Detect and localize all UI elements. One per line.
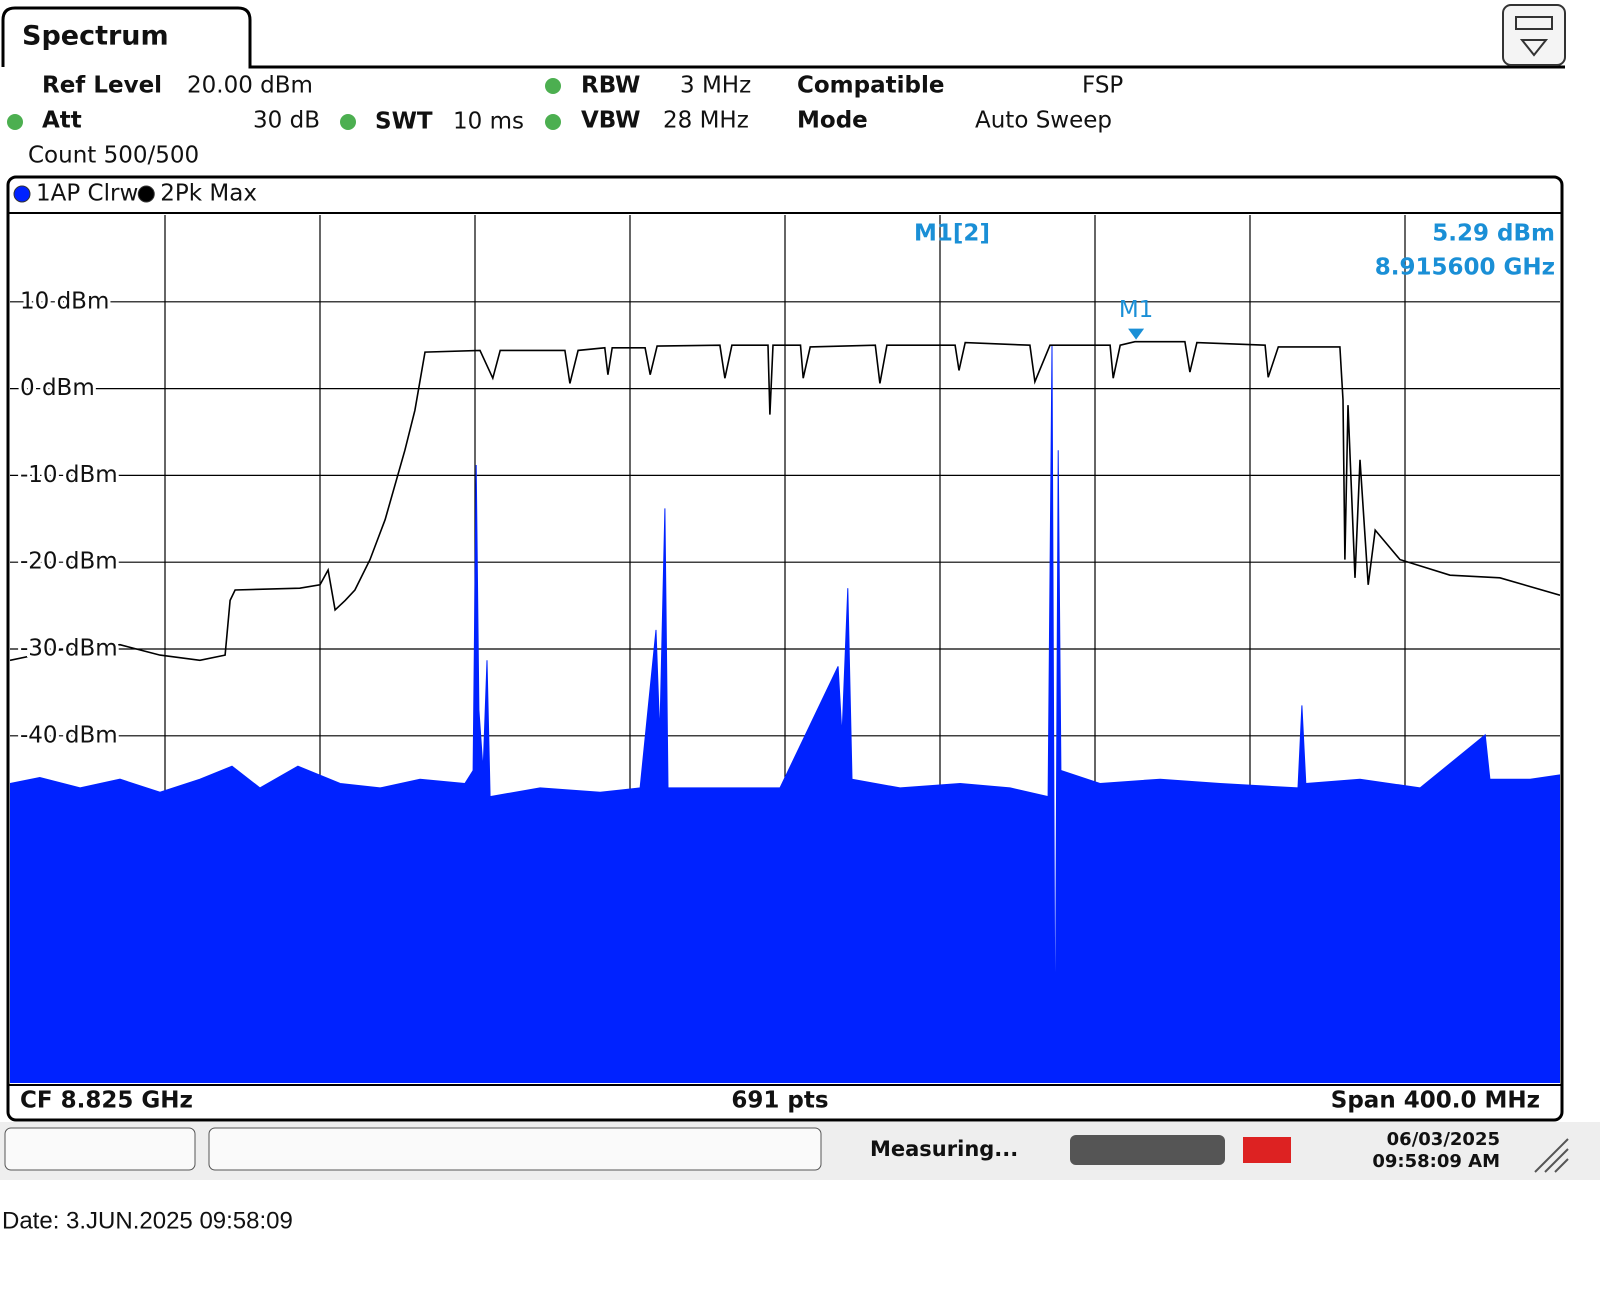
- status-dot: [545, 78, 561, 94]
- softkey[interactable]: [4, 1127, 196, 1171]
- legend-label: 2Pk Max: [160, 181, 257, 207]
- tab-outline: [1, 6, 1565, 69]
- menu-icon: [1515, 16, 1553, 30]
- y-tick-label: -10 dBm: [20, 462, 118, 488]
- setting-value: FSP: [1082, 73, 1123, 99]
- legend-swatch: [13, 185, 31, 203]
- marker-frequency: 8.915600 GHz: [1375, 255, 1555, 281]
- status-date: 06/03/2025: [1387, 1129, 1500, 1150]
- labels: 10 dBm 0 dBm -10 dBm -20 dBm -30 dBm -40 dBm 1…: [13, 181, 1555, 751]
- marker-value: 5.29 dBm: [1432, 221, 1555, 247]
- y-tick-label: 0 dBm: [20, 375, 95, 401]
- footer-date: Date: 3.JUN.2025 09:58:09: [2, 1207, 293, 1234]
- setting-label: VBW: [581, 108, 640, 134]
- marker: [1128, 328, 1145, 340]
- traces: [10, 340, 1560, 1083]
- setting-value: 20.00 dBm: [187, 73, 313, 99]
- setting-value: 10 ms: [453, 109, 524, 135]
- legend-label: 1AP Clrw: [36, 181, 138, 207]
- y-tick-label: 10 dBm: [20, 288, 109, 314]
- progress-bar: [1070, 1135, 1225, 1165]
- resize-grip: [1534, 1138, 1569, 1173]
- tab-title[interactable]: Spectrum: [22, 21, 169, 52]
- y-tick-label: -20 dBm: [20, 549, 118, 575]
- setting-value: Count 500/500: [28, 143, 199, 169]
- span: Span 400.0 MHz: [1331, 1088, 1540, 1114]
- trace-line: [10, 340, 1560, 662]
- setting-value: 3 MHz: [680, 73, 751, 99]
- y-tick-label: -40 dBm: [20, 722, 118, 748]
- status-dot: [340, 114, 356, 130]
- trace-area: [10, 345, 1560, 1083]
- marker-readout: M1[2]: [914, 221, 990, 247]
- legend-swatch: [137, 185, 155, 203]
- setting-label: Compatible: [797, 73, 944, 99]
- y-tick-label: -30 dBm: [20, 636, 118, 662]
- status-dot: [545, 114, 561, 130]
- setting-label: Mode: [797, 108, 868, 134]
- setting-value: Auto Sweep: [975, 108, 1112, 134]
- status-dot: [7, 114, 23, 130]
- measure-status: Measuring...: [870, 1137, 1018, 1161]
- setting-value: 30 dB: [253, 108, 320, 134]
- points: 691 pts: [731, 1088, 828, 1114]
- setting-value: 28 MHz: [663, 108, 749, 134]
- lxi-logo: [1243, 1137, 1291, 1163]
- setting-label: Ref Level: [42, 73, 162, 99]
- center-frequency: CF 8.825 GHz: [20, 1088, 193, 1114]
- setting-label: RBW: [581, 73, 640, 99]
- settings: Ref Level 20.00 dBm Att 30 dB SWT 10 ms …: [7, 73, 1123, 169]
- setting-label: Att: [42, 108, 82, 134]
- status-time: 09:58:09 AM: [1372, 1151, 1500, 1172]
- menu-button[interactable]: [1502, 4, 1566, 66]
- setting-label: SWT: [375, 109, 433, 135]
- softkey[interactable]: [208, 1127, 822, 1171]
- marker-label: M1: [1119, 297, 1153, 323]
- menu-icon: [1519, 39, 1549, 57]
